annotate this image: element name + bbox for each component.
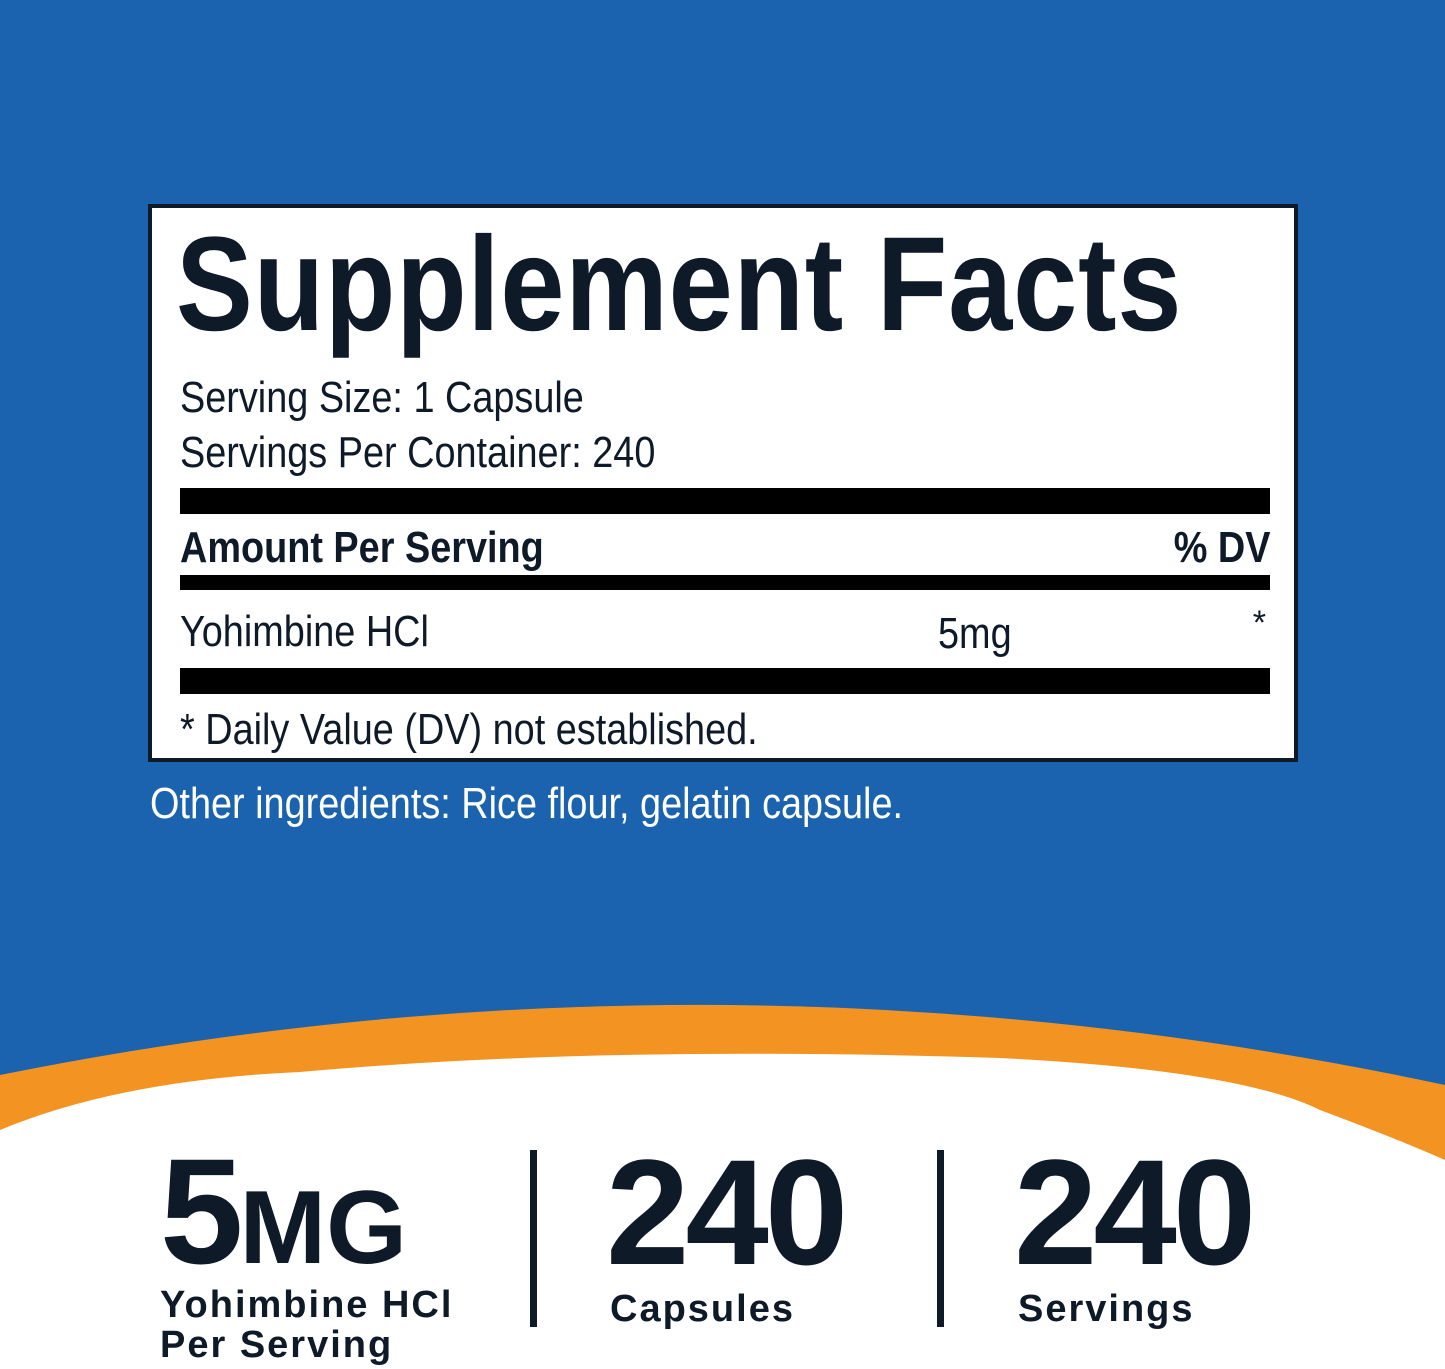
divider-medium xyxy=(180,575,1270,590)
highlight-servings-count: 240 xyxy=(1014,1128,1256,1296)
dose-label-line2: Per Serving xyxy=(160,1323,394,1366)
facts-title: Supplement Facts xyxy=(176,210,1183,359)
amount-per-serving-header: Amount Per Serving xyxy=(180,523,544,572)
highlight-capsules-count: 240 xyxy=(606,1128,848,1296)
ingredient-name: Yohimbine HCl xyxy=(180,607,429,656)
footnote: * Daily Value (DV) not established. xyxy=(180,705,758,754)
dose-value: 5 xyxy=(160,1127,243,1295)
dv-header: % DV xyxy=(1173,523,1270,572)
other-ingredients: Other ingredients: Rice flour, gelatin c… xyxy=(150,779,904,828)
servings-per-container: Servings Per Container: 240 xyxy=(180,428,656,477)
dose-label-line1: Yohimbine HCl xyxy=(160,1284,454,1326)
divider-thick xyxy=(180,488,1270,514)
divider-thick xyxy=(180,668,1270,694)
highlight-servings-label: Servings xyxy=(1018,1288,1195,1330)
divider xyxy=(937,1150,944,1327)
highlight-capsules-label: Capsules xyxy=(610,1288,795,1330)
ingredient-amount: 5mg xyxy=(938,609,1012,658)
dose-unit: MG xyxy=(239,1170,407,1286)
divider xyxy=(530,1150,537,1327)
supplement-facts-panel: Supplement Facts Serving Size: 1 Capsule… xyxy=(148,204,1298,762)
ingredient-dv: * xyxy=(1252,604,1266,642)
highlight-dose: 5MG xyxy=(160,1136,407,1286)
highlight-dose-label: Yohimbine HCl Per Serving xyxy=(160,1284,454,1366)
serving-size: Serving Size: 1 Capsule xyxy=(180,373,584,422)
